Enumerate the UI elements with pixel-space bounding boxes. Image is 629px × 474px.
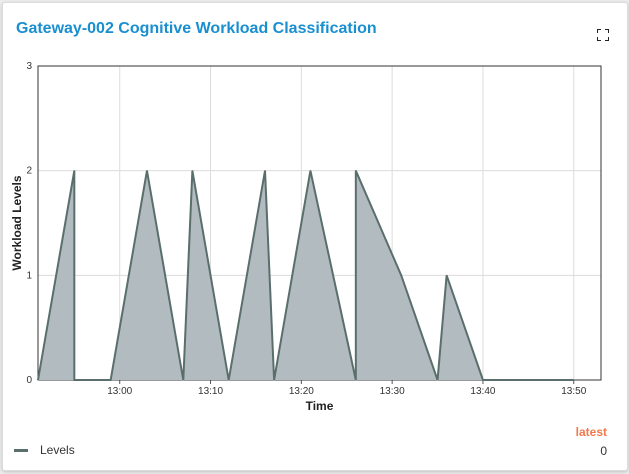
legend-swatch [14,449,28,453]
series-area [38,170,574,380]
latest-value: 0 [600,444,607,458]
x-tick-label: 13:50 [561,386,586,397]
latest-header: latest [575,425,607,439]
data-point [264,170,266,172]
data-point [446,274,448,276]
x-tick-label: 13:20 [289,386,314,397]
data-point [182,379,184,381]
x-tick-label: 13:40 [470,386,495,397]
data-point [228,379,230,381]
x-tick-label: 13:10 [198,386,223,397]
x-axis-title: Time [306,399,334,413]
data-point [355,170,357,172]
data-point [482,379,484,381]
data-point [110,379,112,381]
y-tick-label: 0 [26,375,32,386]
y-tick-label: 2 [26,166,32,177]
legend-label: Levels [40,443,75,457]
data-point [309,170,311,172]
data-point [400,274,402,276]
data-point [273,379,275,381]
data-point [73,379,75,381]
data-point [518,379,520,381]
y-tick-label: 1 [26,270,32,281]
data-point [573,379,575,381]
y-axis-title: Workload Levels [10,175,24,270]
y-tick-label: 3 [26,61,32,72]
data-point [191,170,193,172]
chart-title: Gateway-002 Cognitive Workload Classific… [16,20,377,37]
data-point [146,170,148,172]
data-point [73,170,75,172]
data-point [437,379,439,381]
legend-item-levels[interactable]: Levels [14,443,75,457]
data-point [37,379,39,381]
data-point [355,379,357,381]
x-tick-label: 13:30 [380,386,405,397]
x-tick-label: 13:00 [107,386,132,397]
